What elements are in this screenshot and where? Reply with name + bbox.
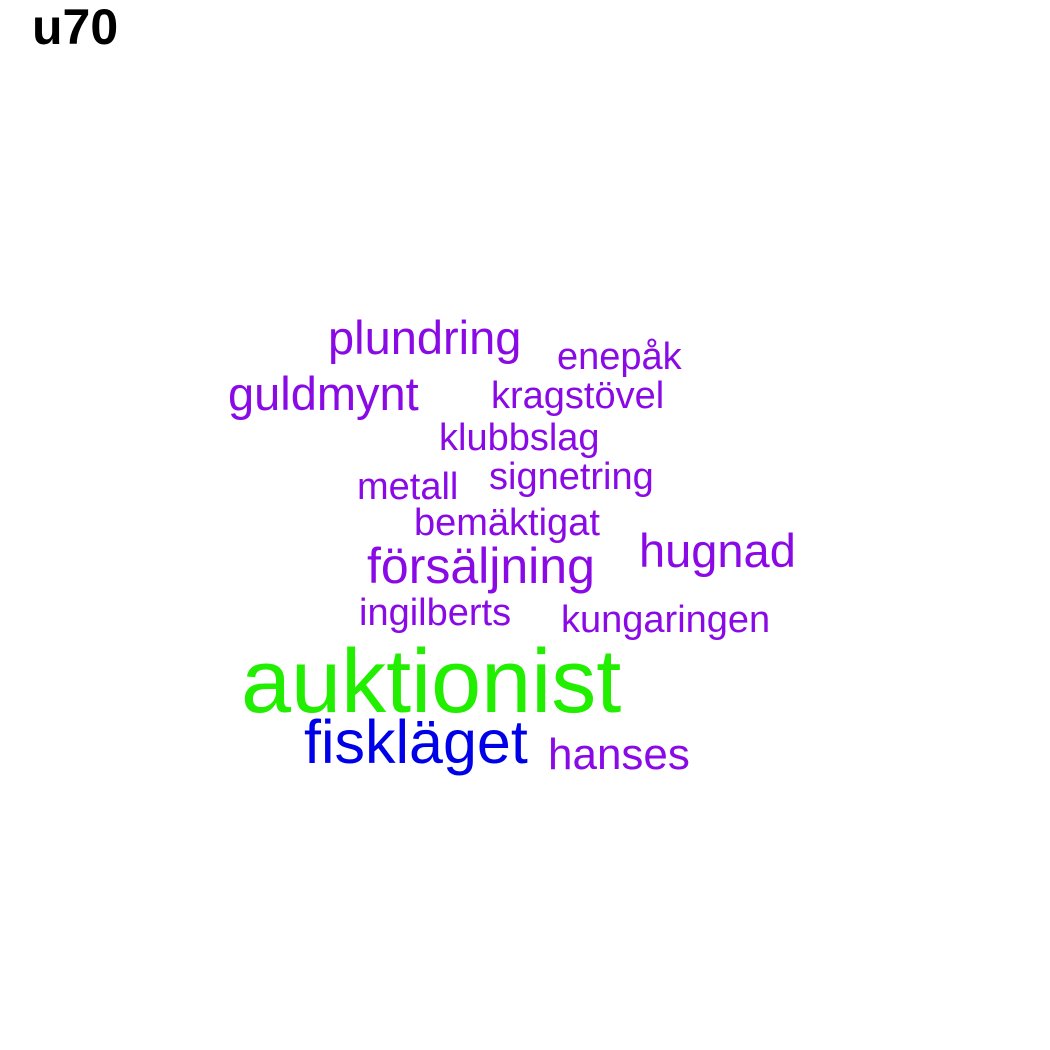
word-klubbslag: klubbslag <box>439 417 600 459</box>
word-hanses: hanses <box>548 730 690 779</box>
word-kungaringen: kungaringen <box>561 599 771 641</box>
word-bemaktigat: bemäktigat <box>414 502 600 544</box>
word-auktionist: auktionist <box>241 632 622 732</box>
word-signetring: signetring <box>489 456 654 498</box>
word-ingilberts: ingilberts <box>359 592 512 634</box>
word-guldmynt: guldmynt <box>228 367 419 420</box>
word-metall: metall <box>357 466 459 508</box>
plot-title: u70 <box>32 0 119 55</box>
word-enepak: enepåk <box>557 336 682 378</box>
word-kragstovel: kragstövel <box>491 375 665 417</box>
word-fisklaget: fiskläget <box>304 708 528 776</box>
word-hugnad: hugnad <box>639 524 796 577</box>
word-plundring: plundring <box>328 311 522 364</box>
word-forsaljning: försäljning <box>367 538 595 594</box>
